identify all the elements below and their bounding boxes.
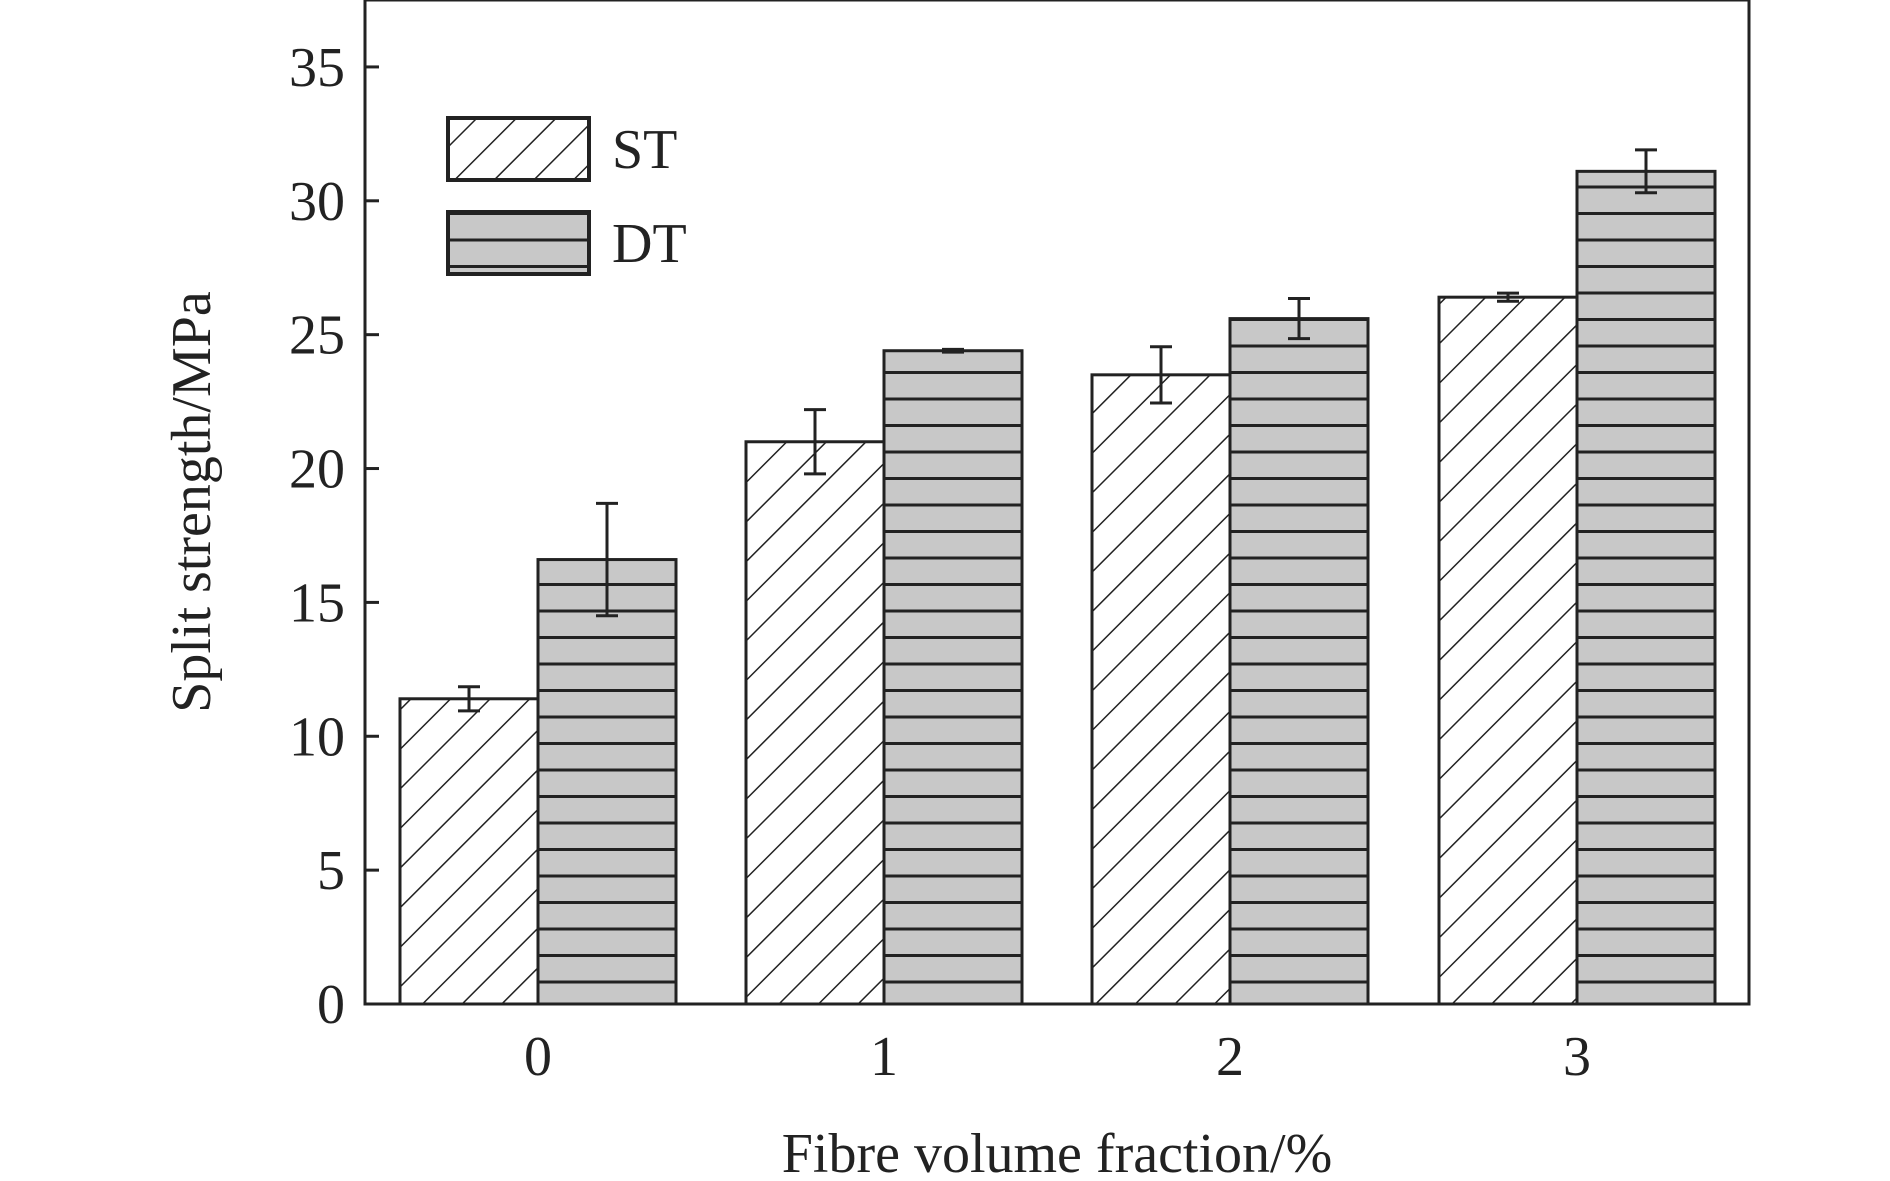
bar-st-1 [744,440,886,1006]
bar-dt-1 [882,349,1024,1006]
x-axis: 0 1 2 3 [524,990,1591,1088]
legend: ST DT [446,116,687,276]
y-tick-label-5: 5 [317,840,345,902]
x-tick-label-1: 1 [870,1026,898,1088]
error-bar-st-2 [1150,345,1172,405]
legend-label-st: ST [612,119,677,181]
legend-swatch-dt [446,210,591,276]
y-tick-label-35: 35 [289,37,345,99]
bar-dt-0 [536,558,678,1006]
error-bar-dt-3 [1635,148,1657,195]
y-tick-label-15: 15 [289,572,345,634]
y-tick-label-20: 20 [289,439,345,501]
y-axis: 0 5 10 15 20 25 30 35 [289,37,379,1036]
error-bar-dt-2 [1288,297,1310,341]
error-bars-layer [458,148,1657,713]
error-bar-dt-1 [942,347,964,354]
bars-layer [398,169,1717,1006]
x-tick-label-0: 0 [524,1026,552,1088]
bar-st-2 [1090,373,1232,1006]
error-bar-dt-0 [596,501,618,618]
bar-dt-3 [1575,169,1717,1006]
bar-dt-2 [1228,317,1370,1006]
x-axis-label: Fibre volume fraction/% [782,1123,1333,1181]
bar-st-3 [1437,295,1579,1006]
legend-swatch-st [446,116,591,182]
y-tick-label-30: 30 [289,171,345,233]
y-tick-label-0: 0 [317,974,345,1036]
plot-frame [363,0,1751,1006]
bar-st-0 [398,697,540,1006]
y-axis-label: Split strength/MPa [161,291,223,713]
error-bar-st-0 [458,685,480,713]
error-bar-st-1 [804,408,826,476]
y-tick-label-10: 10 [289,706,345,768]
y-tick-label-25: 25 [289,305,345,367]
x-tick-label-3: 3 [1563,1026,1591,1088]
x-tick-label-2: 2 [1216,1026,1244,1088]
legend-label-dt: DT [612,213,687,275]
error-bar-st-3 [1497,291,1519,303]
